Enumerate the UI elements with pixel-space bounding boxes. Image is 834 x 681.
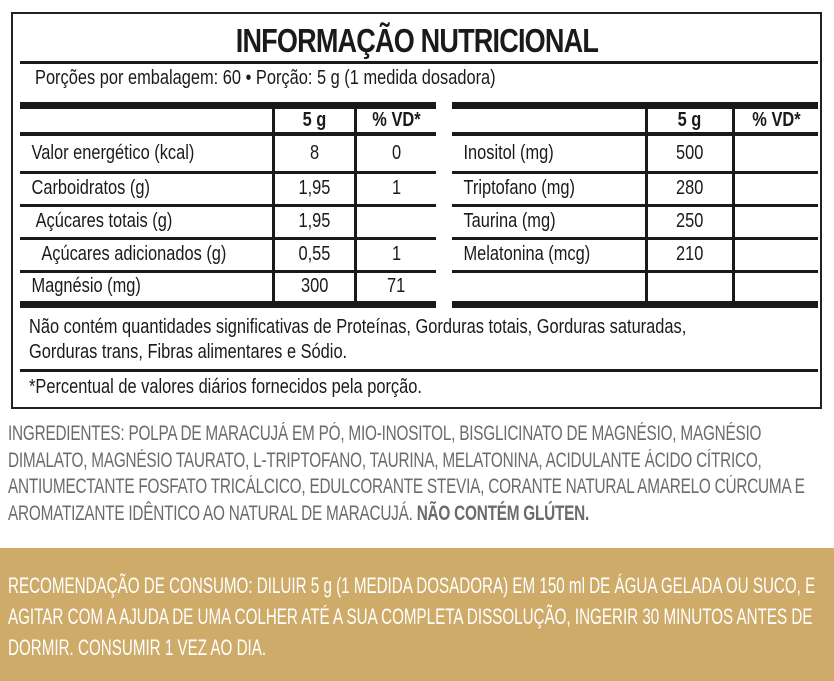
- table-row: Açúcares adicionados (g) 0,55 1: [20, 238, 436, 273]
- cell-label: Açúcares adicionados (g): [20, 238, 274, 273]
- table-row: Carboidratos (g) 1,95 1: [20, 172, 436, 207]
- footnote: *Percentual de valores diários fornecido…: [29, 376, 422, 398]
- cell-label: Melatonina (mcg): [452, 238, 646, 273]
- cell-label: Taurina (mg): [452, 205, 646, 240]
- cell-label: Magnésio (mg): [20, 271, 274, 308]
- cell-label: Açúcares totais (g): [20, 205, 274, 240]
- cell-label: Carboidratos (g): [20, 172, 274, 207]
- cell-label: [452, 271, 646, 308]
- cell-vd: 1: [354, 172, 436, 207]
- nutrition-table-left: 5 g% VD* Valor energético (kcal) 8 0 Carboi…: [20, 102, 436, 308]
- cell-vd: [354, 205, 436, 240]
- divider: [20, 369, 818, 372]
- not-significant-note: Não contém quantidades significativas de…: [29, 316, 687, 363]
- nutrition-facts-panel: INFORMAÇÃO NUTRICIONAL Porções por embal…: [11, 12, 822, 409]
- cell-vd: [731, 172, 818, 207]
- panel-title: INFORMAÇÃO NUTRICIONAL: [235, 22, 598, 59]
- cell-amount: 1,95: [271, 172, 356, 207]
- cell-vd: [731, 271, 818, 308]
- cell-amount: 280: [644, 172, 733, 207]
- table-row: Triptofano (mg) 280: [452, 172, 818, 207]
- cell-amount: 0,55: [271, 238, 356, 273]
- table-row: Inositol (mg) 500: [452, 134, 818, 174]
- nutrition-table-right: 5 g% VD* Inositol (mg) 500 Triptofano (mg)…: [452, 102, 818, 308]
- cell-amount: 1,95: [271, 205, 356, 240]
- table-header: 5 g% VD*: [452, 102, 818, 136]
- cell-label: Valor energético (kcal): [20, 134, 274, 174]
- cell-vd: [731, 238, 818, 273]
- cell-amount: [644, 271, 733, 308]
- cell-amount: 8: [271, 134, 356, 174]
- table-row: Açúcares totais (g) 1,95: [20, 205, 436, 240]
- gluten-statement: NÃO CONTÉM GLÚTEN.: [416, 501, 590, 525]
- cell-vd: 1: [354, 238, 436, 273]
- table-header: 5 g% VD*: [20, 102, 436, 136]
- cell-amount: 250: [644, 205, 733, 240]
- recommendation-band: [0, 548, 834, 681]
- servings-info: Porções por embalagem: 60 • Porção: 5 g …: [35, 67, 496, 89]
- cell-label: Triptofano (mg): [452, 172, 646, 207]
- cell-label: Inositol (mg): [452, 134, 646, 174]
- table-row: Magnésio (mg) 300 71: [20, 271, 436, 308]
- cell-vd: 0: [354, 134, 436, 174]
- ingredients-text: INGREDIENTES: POLPA DE MARACUJÁ EM PÓ, M…: [8, 422, 805, 525]
- table-row: Melatonina (mcg) 210: [452, 238, 818, 273]
- cell-amount: 500: [644, 134, 733, 174]
- cell-vd: [731, 205, 818, 240]
- table-row: Taurina (mg) 250: [452, 205, 818, 240]
- cell-vd: [731, 134, 818, 174]
- cell-amount: 300: [271, 271, 356, 308]
- table-row: Valor energético (kcal) 8 0: [20, 134, 436, 174]
- divider: [20, 61, 818, 64]
- table-row: [452, 271, 818, 308]
- recommendation-text: RECOMENDAÇÃO DE CONSUMO: DILUIR 5 g (1 M…: [8, 573, 816, 660]
- cell-amount: 210: [644, 238, 733, 273]
- cell-vd: 71: [354, 271, 436, 308]
